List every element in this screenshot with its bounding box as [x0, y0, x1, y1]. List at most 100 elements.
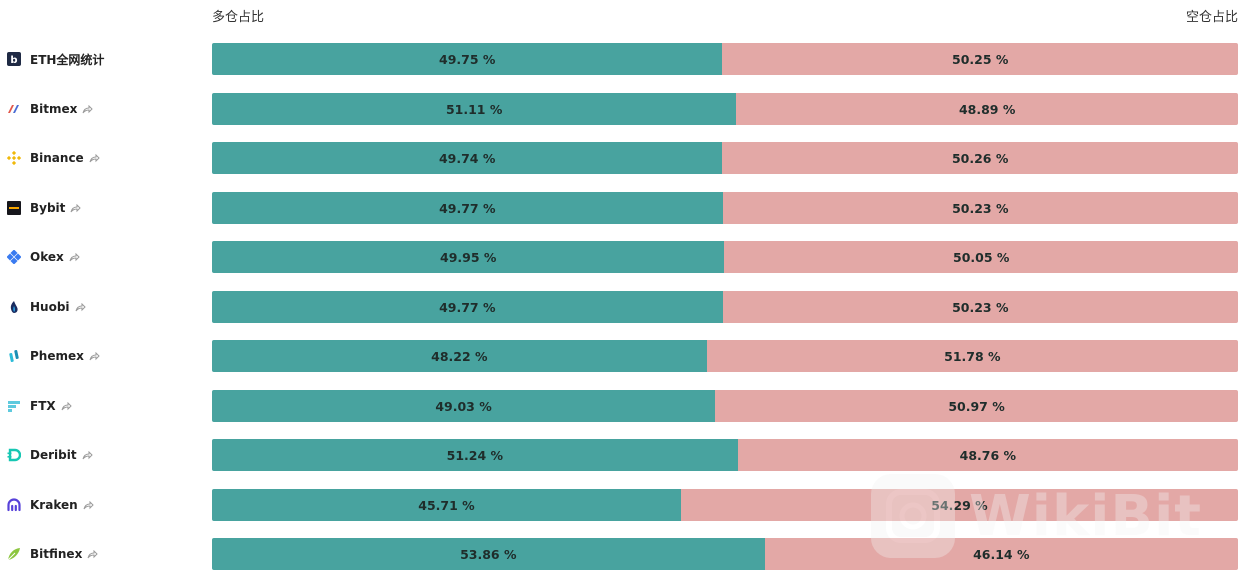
short-bar-segment: 50.26 % — [722, 142, 1238, 174]
exchange-link[interactable]: Huobi — [7, 291, 86, 323]
ratio-bar: 51.11 % 48.89 % — [212, 93, 1238, 125]
ratio-bar: 49.03 % 50.97 % — [212, 390, 1238, 422]
ratio-bar: 45.71 % 54.29 % — [212, 489, 1238, 521]
chart-row: Bybit 49.77 % 50.23 % — [0, 192, 1246, 224]
share-icon[interactable] — [83, 500, 94, 510]
deribit-logo-icon — [7, 448, 21, 462]
exchange-name: Bitmex — [30, 102, 78, 116]
short-bar-segment: 50.25 % — [722, 43, 1238, 75]
short-bar-segment: 48.76 % — [737, 439, 1238, 471]
exchange-name: ETH全网统计 — [30, 52, 105, 67]
kraken-logo-icon — [7, 498, 21, 512]
short-value-label: 50.23 % — [952, 200, 1009, 216]
ratio-bar: 49.77 % 50.23 % — [212, 291, 1238, 323]
share-icon[interactable] — [82, 450, 93, 460]
short-value-label: 54.29 % — [931, 497, 988, 513]
ratio-bar: 49.77 % 50.23 % — [212, 192, 1238, 224]
short-value-label: 51.78 % — [944, 348, 1001, 364]
share-icon[interactable] — [87, 549, 99, 559]
short-bar-segment: 50.97 % — [715, 390, 1238, 422]
exchange-name: Phemex — [30, 349, 84, 363]
exchange-name: Okex — [30, 250, 64, 264]
short-bar-segment: 54.29 % — [680, 489, 1238, 521]
chart-row: Phemex 48.22 % 51.78 % — [0, 340, 1246, 372]
long-bar-segment: 49.77 % — [212, 291, 723, 323]
chart-row: Bitfinex 53.86 % 46.14 % — [0, 538, 1246, 570]
long-value-label: 49.77 % — [439, 200, 496, 216]
exchange-link[interactable]: Binance — [7, 142, 100, 174]
exchange-link[interactable]: Bybit — [7, 192, 82, 224]
long-value-label: 51.24 % — [446, 447, 504, 463]
long-bar-segment: 51.11 % — [212, 93, 737, 125]
exchange-link[interactable]: Deribit — [7, 439, 93, 471]
ratio-bar: 49.74 % 50.26 % — [212, 142, 1238, 174]
ratio-bar: 49.95 % 50.05 % — [212, 241, 1238, 273]
long-value-label: 49.74 % — [438, 150, 496, 166]
share-icon[interactable] — [75, 302, 86, 312]
exchange-name: Huobi — [30, 300, 70, 314]
bybit-logo-icon — [7, 201, 21, 215]
long-bar-segment: 48.22 % — [212, 340, 707, 372]
long-bar-segment: 49.03 % — [212, 390, 716, 422]
long-value-label: 48.22 % — [431, 348, 488, 364]
svg-text:b: b — [10, 55, 17, 66]
share-icon[interactable] — [89, 153, 100, 163]
okex-logo-icon — [7, 250, 21, 264]
chart-row: Okex 49.95 % 50.05 % — [0, 241, 1246, 273]
long-bar-segment: 49.77 % — [212, 192, 723, 224]
ftx-logo-icon — [7, 399, 21, 413]
share-icon[interactable] — [70, 203, 82, 213]
short-bar-segment: 51.78 % — [706, 340, 1238, 372]
huobi-logo-icon — [7, 300, 21, 314]
ratio-bar: 51.24 % 48.76 % — [212, 439, 1238, 471]
bitfinex-logo-icon — [7, 547, 21, 561]
exchange-link[interactable]: Bitmex — [7, 93, 94, 125]
phemex-logo-icon — [7, 349, 21, 363]
share-icon[interactable] — [61, 401, 72, 411]
chart-row: b ETH全网统计 49.75 % 50.25 % — [0, 43, 1246, 75]
short-value-label: 50.23 % — [952, 299, 1009, 315]
exchange-link[interactable]: FTX — [7, 390, 72, 422]
exchange-link[interactable]: Kraken — [7, 489, 94, 521]
chart-row: FTX 49.03 % 50.97 % — [0, 390, 1246, 422]
exchange-label: b ETH全网统计 — [7, 43, 104, 75]
exchange-name: Bybit — [30, 201, 66, 215]
exchange-name: Kraken — [30, 498, 78, 512]
long-value-label: 49.95 % — [440, 249, 497, 265]
share-icon[interactable] — [82, 104, 94, 114]
ratio-bar: 48.22 % 51.78 % — [212, 340, 1238, 372]
exchange-name: Binance — [30, 151, 84, 165]
exchange-link[interactable]: Okex — [7, 241, 80, 273]
chart-row: Binance 49.74 % 50.26 % — [0, 142, 1246, 174]
long-bar-segment: 45.71 % — [212, 489, 681, 521]
share-icon[interactable] — [89, 351, 100, 361]
long-ratio-header: 多仓占比 — [212, 10, 265, 25]
chart-row: Huobi 49.77 % 50.23 % — [0, 291, 1246, 323]
long-value-label: 49.75 % — [439, 51, 496, 67]
short-value-label: 50.26 % — [951, 150, 1009, 166]
long-value-label: 45.71 % — [418, 497, 475, 513]
short-bar-segment: 46.14 % — [764, 538, 1238, 570]
exchange-name: Bitfinex — [30, 547, 83, 561]
long-bar-segment: 49.74 % — [212, 142, 723, 174]
exchange-name: FTX — [30, 399, 56, 413]
long-bar-segment: 49.75 % — [212, 43, 723, 75]
exchange-link[interactable]: Phemex — [7, 340, 100, 372]
ratio-bar: 53.86 % 46.14 % — [212, 538, 1238, 570]
short-value-label: 46.14 % — [973, 546, 1030, 562]
short-value-label: 50.05 % — [953, 249, 1010, 265]
short-bar-segment: 48.89 % — [736, 93, 1238, 125]
ratio-bar: 49.75 % 50.25 % — [212, 43, 1238, 75]
short-bar-segment: 50.23 % — [722, 291, 1238, 323]
exchange-link[interactable]: Bitfinex — [7, 538, 99, 570]
long-bar-segment: 49.95 % — [212, 241, 725, 273]
short-value-label: 48.89 % — [958, 101, 1016, 117]
short-bar-segment: 50.23 % — [722, 192, 1238, 224]
share-icon[interactable] — [69, 252, 80, 262]
bitmex-logo-icon — [7, 102, 21, 116]
binance-logo-icon — [7, 151, 21, 165]
long-value-label: 51.11 % — [445, 101, 503, 117]
exchange-name: Deribit — [30, 448, 77, 462]
long-bar-segment: 53.86 % — [212, 538, 765, 570]
